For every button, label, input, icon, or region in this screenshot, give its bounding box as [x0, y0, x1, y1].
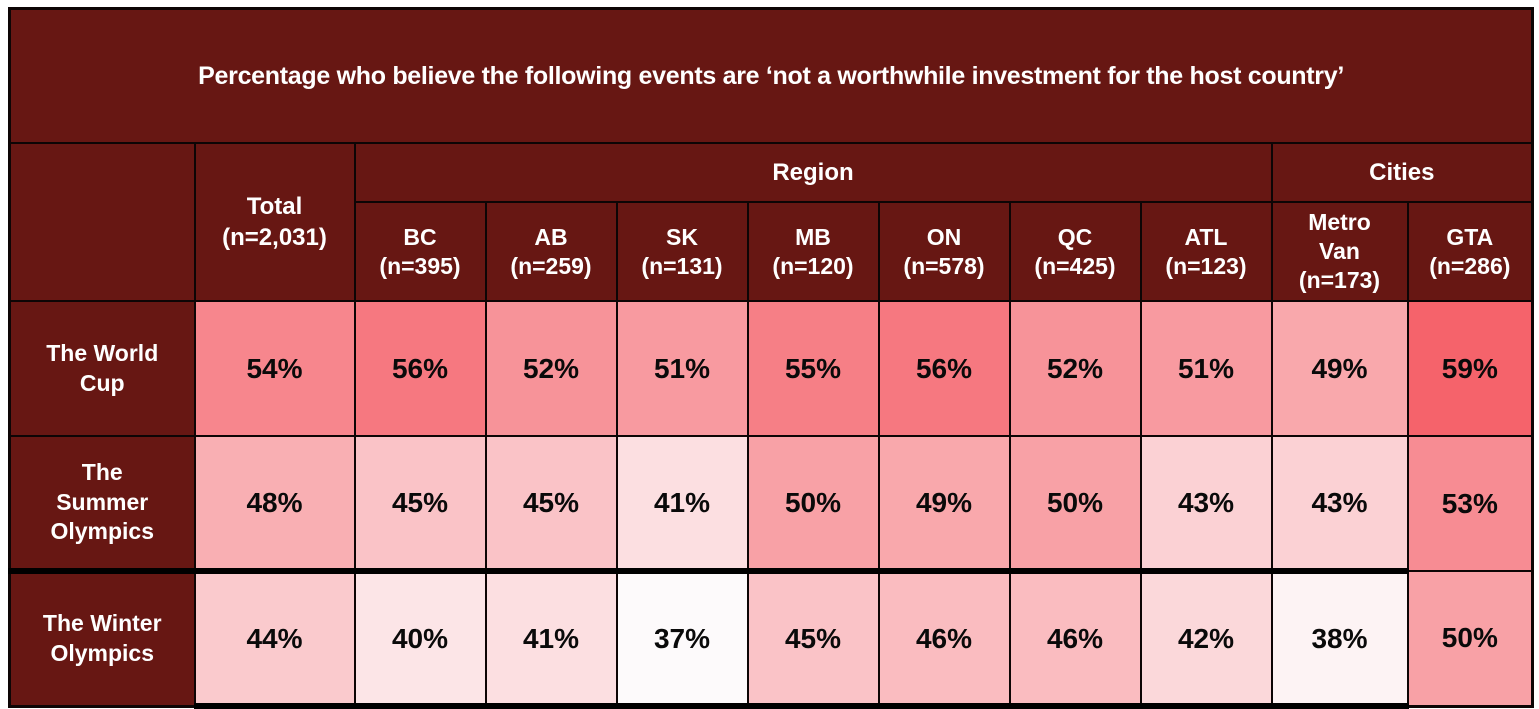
column-n: (n=173) [1298, 266, 1381, 293]
value-cell: 45% [746, 568, 880, 709]
value-cell: 48% [193, 435, 356, 572]
total-label: Total [246, 192, 303, 220]
column-n: (n=131) [641, 252, 723, 279]
corner-cell [8, 142, 196, 302]
table-title: Percentage who believe the following eve… [8, 7, 1534, 144]
value-cell: 38% [1270, 568, 1409, 709]
column-label: Metro Van [1308, 209, 1371, 265]
value-cell: 54% [193, 300, 356, 437]
row-label: The Summer Olympics [8, 435, 196, 572]
column-n: (n=259) [510, 252, 592, 279]
row-label: The Winter Olympics [8, 568, 196, 707]
column-label: MB [795, 223, 831, 250]
column-label: AB [534, 223, 568, 250]
value-cell: 49% [877, 435, 1011, 572]
value-cell: 50% [746, 435, 880, 572]
column-n: (n=286) [1429, 252, 1511, 279]
survey-heatmap-table: Percentage who believe the following eve… [8, 7, 1535, 709]
value-cell: 41% [484, 568, 618, 709]
group-header-region: Region [353, 142, 1273, 203]
column-header-gta: GTA (n=286) [1406, 201, 1534, 302]
column-header-row: BC (n=395) AB (n=259) SK (n=131) MB (n=1… [10, 201, 1534, 302]
column-header-total: Total (n=2,031) [193, 142, 356, 302]
value-cell: 56% [353, 300, 487, 437]
value-cell: 51% [615, 300, 749, 437]
value-cell: 42% [1139, 568, 1273, 709]
column-header-mb: MB (n=120) [746, 201, 880, 302]
title-row: Percentage who believe the following eve… [8, 7, 1534, 144]
column-label: SK [666, 223, 698, 250]
value-cell: 44% [193, 568, 356, 709]
column-label: ON [926, 223, 962, 250]
value-cell: 37% [615, 568, 749, 709]
column-n: (n=395) [379, 252, 461, 279]
value-cell: 53% [1406, 435, 1534, 572]
column-label: ATL [1184, 223, 1228, 250]
column-header-on: ON (n=578) [877, 201, 1011, 302]
value-cell: 52% [1008, 300, 1142, 437]
column-header-qc: QC (n=425) [1008, 201, 1142, 302]
table-row-winter-olympics: The Winter Olympics 44% 40% 41% 37% 45% … [8, 568, 1534, 709]
value-cell: 46% [877, 568, 1011, 709]
column-header-sk: SK (n=131) [615, 201, 749, 302]
column-header-bc: BC (n=395) [353, 201, 487, 302]
column-n: (n=425) [1034, 252, 1116, 279]
value-cell: 45% [353, 435, 487, 572]
value-cell: 52% [484, 300, 618, 437]
value-cell: 45% [484, 435, 618, 572]
group-header-cities: Cities [1270, 142, 1534, 203]
total-n: (n=2,031) [222, 224, 327, 251]
value-cell: 46% [1008, 568, 1142, 709]
column-label: QC [1057, 223, 1093, 250]
value-cell: 51% [1139, 300, 1273, 437]
value-cell: 50% [1008, 435, 1142, 572]
row-label: The World Cup [8, 300, 196, 437]
value-cell: 55% [746, 300, 880, 437]
value-cell: 40% [353, 568, 487, 709]
column-label: BC [403, 223, 437, 250]
value-cell: 59% [1406, 300, 1534, 437]
table-row-summer-olympics: The Summer Olympics 48% 45% 45% 41% 50% … [8, 435, 1534, 572]
column-n: (n=578) [903, 252, 985, 279]
column-header-ab: AB (n=259) [484, 201, 618, 302]
table-row-world-cup: The World Cup 54% 56% 52% 51% 55% 56% 52… [8, 300, 1534, 437]
column-label: GTA [1446, 223, 1494, 250]
column-header-atl: ATL (n=123) [1139, 201, 1273, 302]
value-cell: 50% [1406, 570, 1534, 707]
group-header-row: Total (n=2,031) Region Cities [8, 142, 1534, 302]
value-cell: 43% [1270, 435, 1409, 572]
column-n: (n=123) [1165, 252, 1247, 279]
value-cell: 41% [615, 435, 749, 572]
column-n: (n=120) [772, 252, 854, 279]
value-cell: 56% [877, 300, 1011, 437]
column-header-metro-van: Metro Van (n=173) [1270, 201, 1409, 302]
value-cell: 43% [1139, 435, 1273, 572]
value-cell: 49% [1270, 300, 1409, 437]
